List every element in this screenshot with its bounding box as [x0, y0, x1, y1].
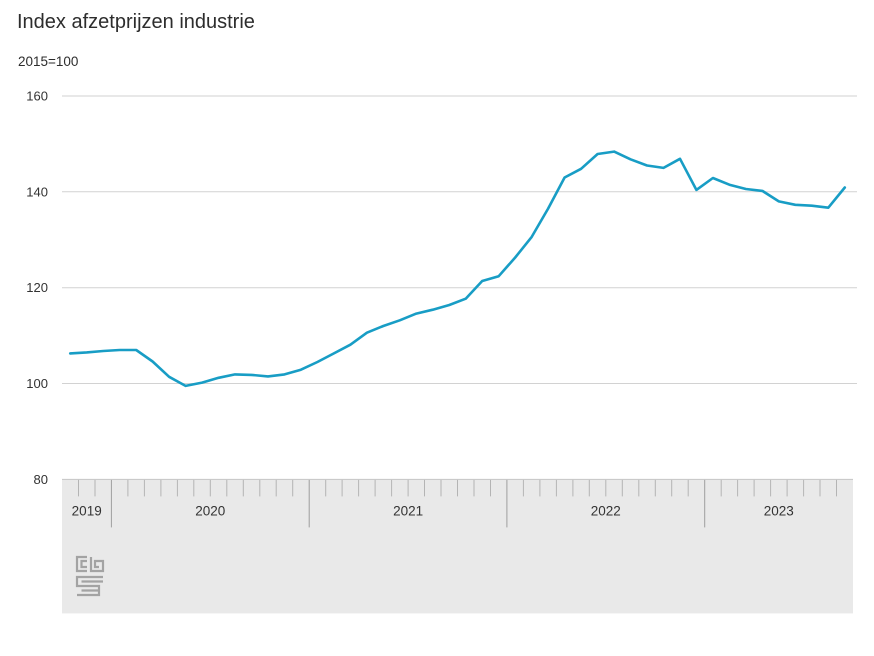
y-axis-label-100: 100 [26, 376, 48, 391]
y-axis-labels: 160 140 120 100 80 [26, 89, 48, 487]
cbs-logo-stroke [80, 559, 87, 569]
year-label-2021: 2021 [393, 503, 423, 518]
y-axis-label-120: 120 [26, 280, 48, 295]
cbs-logo-stroke [75, 555, 87, 573]
index-line [68, 150, 847, 388]
cbs-logo-stroke [89, 557, 105, 573]
chart-subtitle: 2015=100 [18, 54, 79, 69]
year-label-2019: 2019 [72, 503, 102, 518]
year-label-2020: 2020 [195, 503, 225, 518]
chart-title: Index afzetprijzen industrie [17, 11, 255, 33]
x-axis-band [62, 479, 853, 614]
year-label-2023: 2023 [764, 503, 794, 518]
year-labels: 2019 2020 2021 2022 2023 [72, 503, 794, 518]
y-axis-label-80: 80 [34, 472, 48, 487]
y-axis-label-160: 160 [26, 89, 48, 104]
y-axis-label-140: 140 [26, 184, 48, 199]
cbs-logo-stroke [75, 575, 103, 597]
year-label-2022: 2022 [591, 503, 621, 518]
month-ticks [78, 479, 837, 528]
cbs-logo [75, 555, 105, 597]
gridlines [62, 95, 857, 384]
